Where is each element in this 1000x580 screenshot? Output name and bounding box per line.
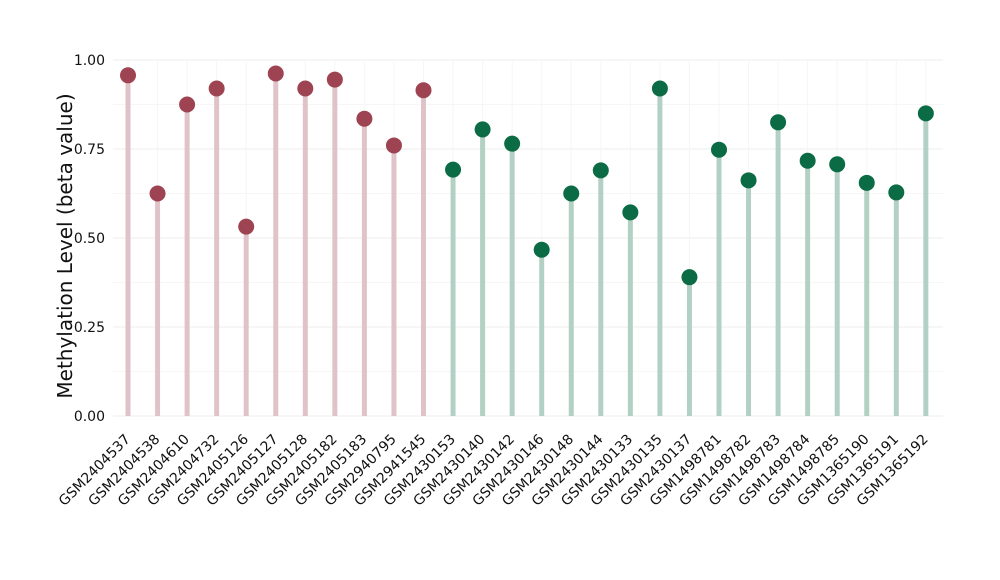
lollipop-point <box>888 184 905 201</box>
lollipop-point <box>799 152 816 169</box>
lollipop-point <box>297 80 314 97</box>
stems <box>125 73 929 416</box>
lollipop-point <box>651 80 668 97</box>
lollipop-point <box>445 161 462 178</box>
lollipop-point <box>267 65 284 82</box>
lollipop-point <box>149 185 166 202</box>
y-tick-label: 0.50 <box>74 231 105 247</box>
lollipop-point <box>592 162 609 179</box>
y-tick-label: 1.00 <box>74 53 105 69</box>
lollipop-point <box>356 110 373 127</box>
lollipop-point <box>681 269 698 286</box>
y-tick-label: 0.75 <box>74 142 105 158</box>
lollipop-point <box>829 156 846 173</box>
y-tick-label: 0.00 <box>74 409 105 425</box>
lollipop-point <box>238 218 255 235</box>
lollipop-point <box>179 96 196 113</box>
lollipop-point <box>917 105 934 122</box>
lollipop-point <box>415 82 432 99</box>
lollipop-point <box>563 185 580 202</box>
lollipop-point <box>858 174 875 191</box>
lollipop-point <box>385 137 402 154</box>
lollipop-point <box>770 114 787 131</box>
y-axis: 0.00 0.25 0.50 0.75 1.00 <box>74 53 105 425</box>
x-axis: GSM2404537GSM2404538GSM2404610GSM2404732… <box>56 431 932 509</box>
lollipop-point <box>474 121 491 138</box>
lollipop-point <box>504 135 521 152</box>
lollipop-point <box>533 241 550 258</box>
lollipop-point <box>120 67 136 84</box>
lollipop-point <box>326 71 343 88</box>
lollipop-point <box>208 80 225 97</box>
y-axis-title: Methylation Level (beta value) <box>53 93 77 398</box>
lollipop-point <box>622 204 639 221</box>
lollipop-point <box>740 172 757 189</box>
y-tick-label: 0.25 <box>74 320 105 336</box>
points <box>120 65 934 286</box>
grid <box>113 59 943 417</box>
lollipop-point <box>711 141 727 158</box>
